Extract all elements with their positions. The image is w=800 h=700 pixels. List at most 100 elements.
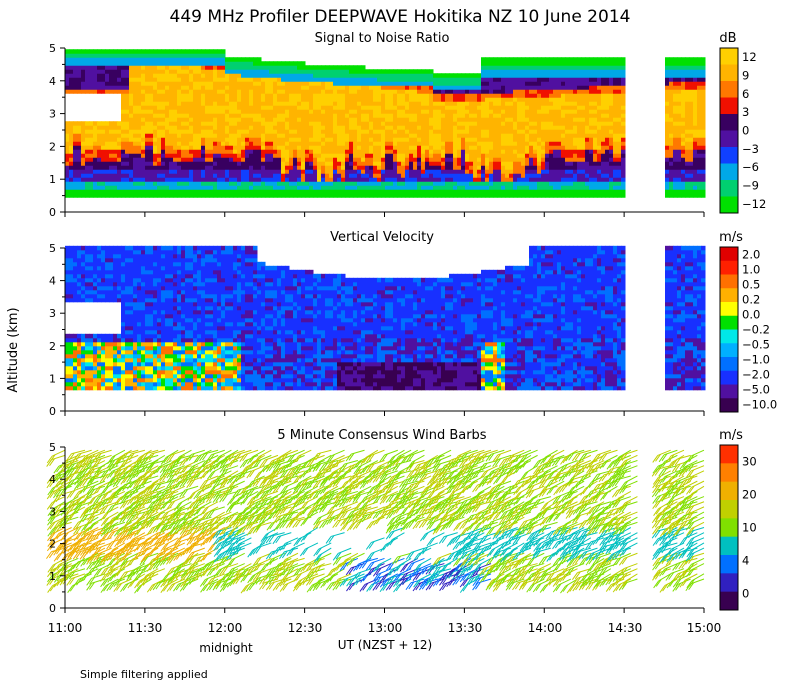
snr-cell: [597, 89, 602, 94]
snr-cell: [253, 193, 258, 198]
snr-cell: [689, 141, 694, 146]
snr-cell: [357, 153, 362, 158]
snr-cell: [589, 141, 594, 146]
snr-cell: [325, 113, 330, 118]
snr-cell: [137, 109, 142, 114]
snr-cell: [189, 93, 194, 98]
snr-cell: [209, 169, 214, 174]
snr-cell: [221, 117, 226, 122]
snr-cell: [109, 181, 114, 186]
snr-cell: [181, 185, 186, 190]
snr-cell: [513, 57, 518, 62]
snr-cell: [513, 113, 518, 118]
snr-cell: [497, 57, 502, 62]
snr-cell: [389, 81, 394, 86]
snr-cell: [341, 97, 346, 102]
snr-cell: [501, 97, 506, 102]
snr-cell: [421, 133, 426, 138]
snr-cell: [297, 149, 302, 154]
snr-cell: [281, 65, 286, 70]
snr-cell: [129, 117, 134, 122]
snr-cell: [529, 189, 534, 194]
snr-cell: [385, 93, 390, 98]
snr-cell: [377, 121, 382, 126]
snr-cell: [69, 125, 74, 130]
snr-cell: [681, 185, 686, 190]
snr-cell: [233, 157, 238, 162]
snr-cell: [693, 185, 698, 190]
snr-cell: [477, 185, 482, 190]
snr-cell: [273, 181, 278, 186]
snr-cell: [233, 65, 238, 70]
snr-cell: [217, 129, 222, 134]
snr-cell: [281, 193, 286, 198]
snr-cell: [509, 73, 514, 78]
snr-cell: [449, 137, 454, 142]
snr-cell: [289, 101, 294, 106]
snr-cell: [73, 81, 78, 86]
snr-cell: [337, 109, 342, 114]
snr-cell: [681, 145, 686, 150]
snr-cell: [445, 121, 450, 126]
snr-cell: [393, 117, 398, 122]
snr-cell: [333, 145, 338, 150]
snr-cell: [265, 149, 270, 154]
snr-cell: [137, 161, 142, 166]
snr-cell: [469, 125, 474, 130]
snr-cell: [157, 117, 162, 122]
snr-cell: [677, 81, 682, 86]
snr-cell: [313, 101, 318, 106]
snr-cell: [333, 157, 338, 162]
snr-cell: [473, 97, 478, 102]
snr-cell: [337, 121, 342, 126]
snr-cell: [81, 133, 86, 138]
snr-cell: [197, 165, 202, 170]
snr-cell: [133, 169, 138, 174]
snr-cell: [289, 121, 294, 126]
snr-cell: [309, 129, 314, 134]
snr-cell: [225, 169, 230, 174]
snr-cell: [193, 145, 198, 150]
snr-cell: [581, 93, 586, 98]
snr-cell: [361, 97, 366, 102]
snr-cell: [549, 193, 554, 198]
snr-cell: [605, 133, 610, 138]
snr-cell: [473, 161, 478, 166]
snr-cell: [297, 165, 302, 170]
snr-cell: [133, 153, 138, 158]
snr-cell: [133, 57, 138, 62]
snr-cell: [573, 97, 578, 102]
snr-cell: [685, 101, 690, 106]
snr-cell: [85, 149, 90, 154]
snr-cell: [677, 65, 682, 70]
snr-cell: [485, 69, 490, 74]
snr-cell: [133, 137, 138, 142]
snr-cell: [161, 169, 166, 174]
snr-cell: [485, 113, 490, 118]
snr-cell: [525, 137, 530, 142]
snr-cell: [257, 181, 262, 186]
snr-cell: [453, 109, 458, 114]
snr-cell: [613, 117, 618, 122]
snr-cell: [537, 117, 542, 122]
snr-cell: [241, 133, 246, 138]
snr-cell: [565, 189, 570, 194]
snr-cell: [213, 157, 218, 162]
snr-cell: [197, 61, 202, 66]
snr-cell: [573, 177, 578, 182]
snr-cell: [273, 189, 278, 194]
snr-cell: [557, 109, 562, 114]
snr-cell: [289, 165, 294, 170]
snr-cell: [545, 165, 550, 170]
snr-cell: [405, 145, 410, 150]
snr-cell: [177, 189, 182, 194]
snr-cell: [281, 145, 286, 150]
snr-cell: [125, 129, 130, 134]
snr-cell: [425, 141, 430, 146]
snr-cell: [313, 81, 318, 86]
snr-cell: [89, 177, 94, 182]
snr-cell: [233, 61, 238, 66]
snr-cell: [597, 157, 602, 162]
snr-cell: [137, 49, 142, 54]
snr-cell: [529, 141, 534, 146]
